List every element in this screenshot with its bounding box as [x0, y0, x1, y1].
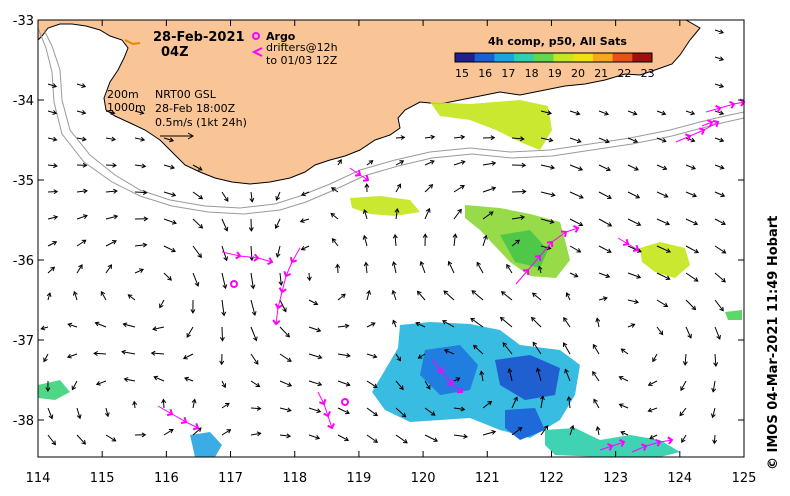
lon-tick-label: 118	[282, 471, 307, 486]
product-time: 28-Feb 18:00Z	[155, 102, 236, 115]
lat-tick-label: -36	[13, 254, 34, 269]
isobath-1000-label: 1000m	[107, 101, 146, 114]
colorbar-tick-label: 23	[641, 67, 655, 80]
colorbar-tick-label: 20	[571, 67, 585, 80]
colorbar-tick-label: 22	[617, 67, 631, 80]
colorbar-tick-label: 17	[501, 67, 515, 80]
colorbar-tick-label: 16	[478, 67, 492, 80]
lon-tick-label: 121	[475, 471, 500, 486]
lat-tick-label: -34	[13, 94, 34, 109]
lon-tick-label: 117	[218, 471, 243, 486]
lon-tick-label: 123	[603, 471, 628, 486]
lon-tick-label: 116	[154, 471, 179, 486]
lat-tick-label: -38	[13, 414, 34, 429]
product-label: NRT00 GSL	[155, 88, 217, 101]
colorbar-tick-labels: 15 16 17 18 19 20 21 22 23	[455, 67, 655, 80]
colorbar-segment	[632, 53, 652, 62]
lon-tick-label: 124	[667, 471, 692, 486]
colorbar-segment	[475, 53, 495, 62]
colorbar-segment	[494, 53, 514, 62]
colorbar-title: 4h comp, p50, All Sats	[488, 35, 627, 48]
scale-label: 0.5m/s (1kt 24h)	[155, 116, 247, 129]
credit-label: © IMOS 04-Mar-2021 11:49 Hobart	[766, 216, 781, 470]
colorbar-segment	[514, 53, 534, 62]
isobath-200-label: 200m	[107, 88, 139, 101]
drifter-label-line1: drifters@12h	[266, 41, 338, 54]
colorbar-segment	[455, 53, 475, 62]
colorbar-segment	[613, 53, 633, 62]
lon-tick-label: 120	[411, 471, 436, 486]
lat-tick-label: -33	[13, 14, 34, 29]
colorbar-segment	[593, 53, 613, 62]
colorbar-tick-label: 21	[594, 67, 608, 80]
colorbar-tick-label: 15	[455, 67, 469, 80]
colorbar-segment	[534, 53, 554, 62]
lon-tick-label: 114	[26, 471, 51, 486]
lat-tick-label: -35	[13, 174, 34, 189]
colorbar-segment	[573, 53, 593, 62]
date-label: 28-Feb-2021	[153, 30, 245, 45]
sst-colorbar	[455, 53, 653, 62]
lon-tick-label: 119	[346, 471, 371, 486]
colorbar-tick-label: 18	[525, 67, 539, 80]
drifter-label-line2: to 01/03 12Z	[266, 54, 338, 67]
lon-tick-label: 115	[90, 471, 115, 486]
colorbar-tick-label: 19	[548, 67, 562, 80]
time-label: 04Z	[161, 45, 189, 60]
lon-tick-label: 125	[732, 471, 757, 486]
colorbar-segment	[554, 53, 574, 62]
lat-tick-label: -37	[13, 334, 34, 349]
lon-tick-label: 122	[539, 471, 564, 486]
